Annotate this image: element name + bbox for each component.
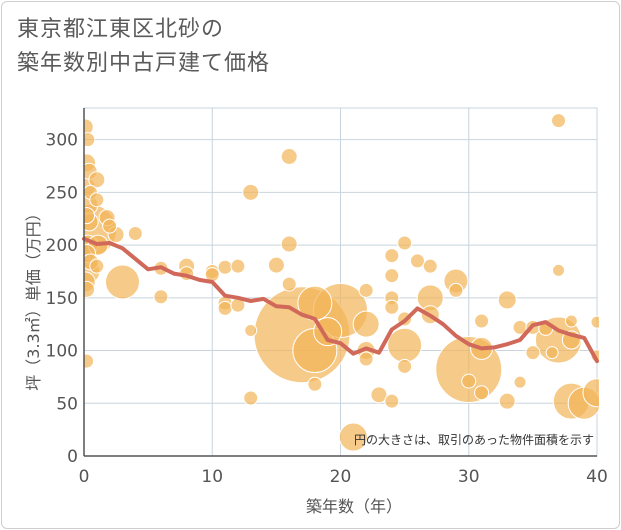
x-axis-label: 築年数（年）	[306, 497, 402, 516]
data-bubble	[384, 393, 400, 409]
data-bubble	[89, 192, 105, 208]
trend-line-group	[82, 236, 599, 364]
data-bubble	[102, 218, 118, 234]
data-bubble	[358, 351, 374, 367]
data-bubble	[474, 385, 490, 401]
chart-title-line1: 東京都江東区北砂の	[17, 17, 225, 42]
y-tick-label: 200	[46, 236, 78, 256]
data-bubble	[217, 259, 233, 275]
data-bubble	[498, 392, 516, 410]
data-bubble	[497, 290, 517, 310]
bubbles	[84, 113, 599, 452]
data-bubble	[84, 353, 95, 369]
data-bubble	[307, 376, 323, 392]
y-tick-label: 300	[46, 131, 78, 151]
y-tick-label: 50	[56, 394, 78, 414]
x-tick-label: 0	[79, 467, 90, 487]
data-bubble	[84, 132, 96, 148]
data-bubble	[338, 422, 368, 452]
data-bubble	[127, 225, 143, 241]
data-bubble	[552, 263, 566, 277]
data-bubble	[384, 248, 400, 264]
data-bubble	[448, 282, 464, 298]
data-bubble	[384, 268, 400, 284]
data-bubble	[564, 314, 578, 328]
x-tick-label: 10	[201, 467, 223, 487]
axes: 0 50 100 150 200 250 300 0 10 20 30 40	[46, 108, 608, 487]
data-bubble	[545, 346, 559, 360]
y-tick-label: 0	[67, 447, 78, 467]
data-bubble	[242, 183, 260, 201]
data-bubble	[89, 258, 105, 274]
data-bubble	[104, 264, 140, 300]
data-bubble	[461, 373, 477, 389]
data-bubble	[230, 258, 246, 274]
chart-title: 東京都江東区北砂の 築年数別中古戸建て価格	[17, 13, 270, 81]
data-bubble	[244, 324, 258, 338]
data-bubble	[422, 258, 438, 274]
data-bubble	[525, 345, 541, 361]
data-bubble	[384, 299, 400, 315]
data-bubble	[84, 280, 96, 298]
data-bubble	[513, 375, 527, 389]
data-bubble	[84, 207, 96, 225]
size-note: 円の大きさは、取引のあった物件面積を示す	[354, 432, 594, 447]
data-bubble	[474, 313, 490, 329]
data-bubble	[387, 327, 423, 363]
data-bubble	[370, 386, 388, 404]
data-bubble	[281, 276, 297, 292]
data-bubble	[84, 118, 94, 136]
data-bubble	[590, 315, 599, 329]
x-tick-label: 20	[330, 467, 352, 487]
data-bubble	[358, 282, 374, 298]
data-bubble	[582, 378, 599, 408]
data-bubble	[280, 235, 298, 253]
x-tick-label: 30	[458, 467, 480, 487]
data-bubble	[551, 113, 567, 129]
x-tick-label: 40	[586, 467, 608, 487]
data-bubble	[397, 235, 413, 251]
data-bubble	[88, 171, 106, 189]
y-tick-label: 150	[46, 289, 78, 309]
y-tick-label: 250	[46, 183, 78, 203]
data-bubble	[217, 300, 233, 316]
y-axis-label: 坪（3.3㎡）単価（万円）	[24, 205, 43, 390]
grid	[83, 107, 598, 457]
chart-title-line2: 築年数別中古戸建て価格	[17, 51, 271, 76]
y-tick-label: 100	[46, 342, 78, 362]
data-bubble	[280, 148, 298, 166]
data-bubble	[267, 256, 285, 274]
data-bubble	[243, 390, 259, 406]
data-bubble	[409, 253, 425, 269]
data-bubble	[352, 310, 380, 338]
data-bubble	[397, 358, 413, 374]
data-bubble	[153, 289, 169, 305]
trend-line	[82, 236, 599, 364]
